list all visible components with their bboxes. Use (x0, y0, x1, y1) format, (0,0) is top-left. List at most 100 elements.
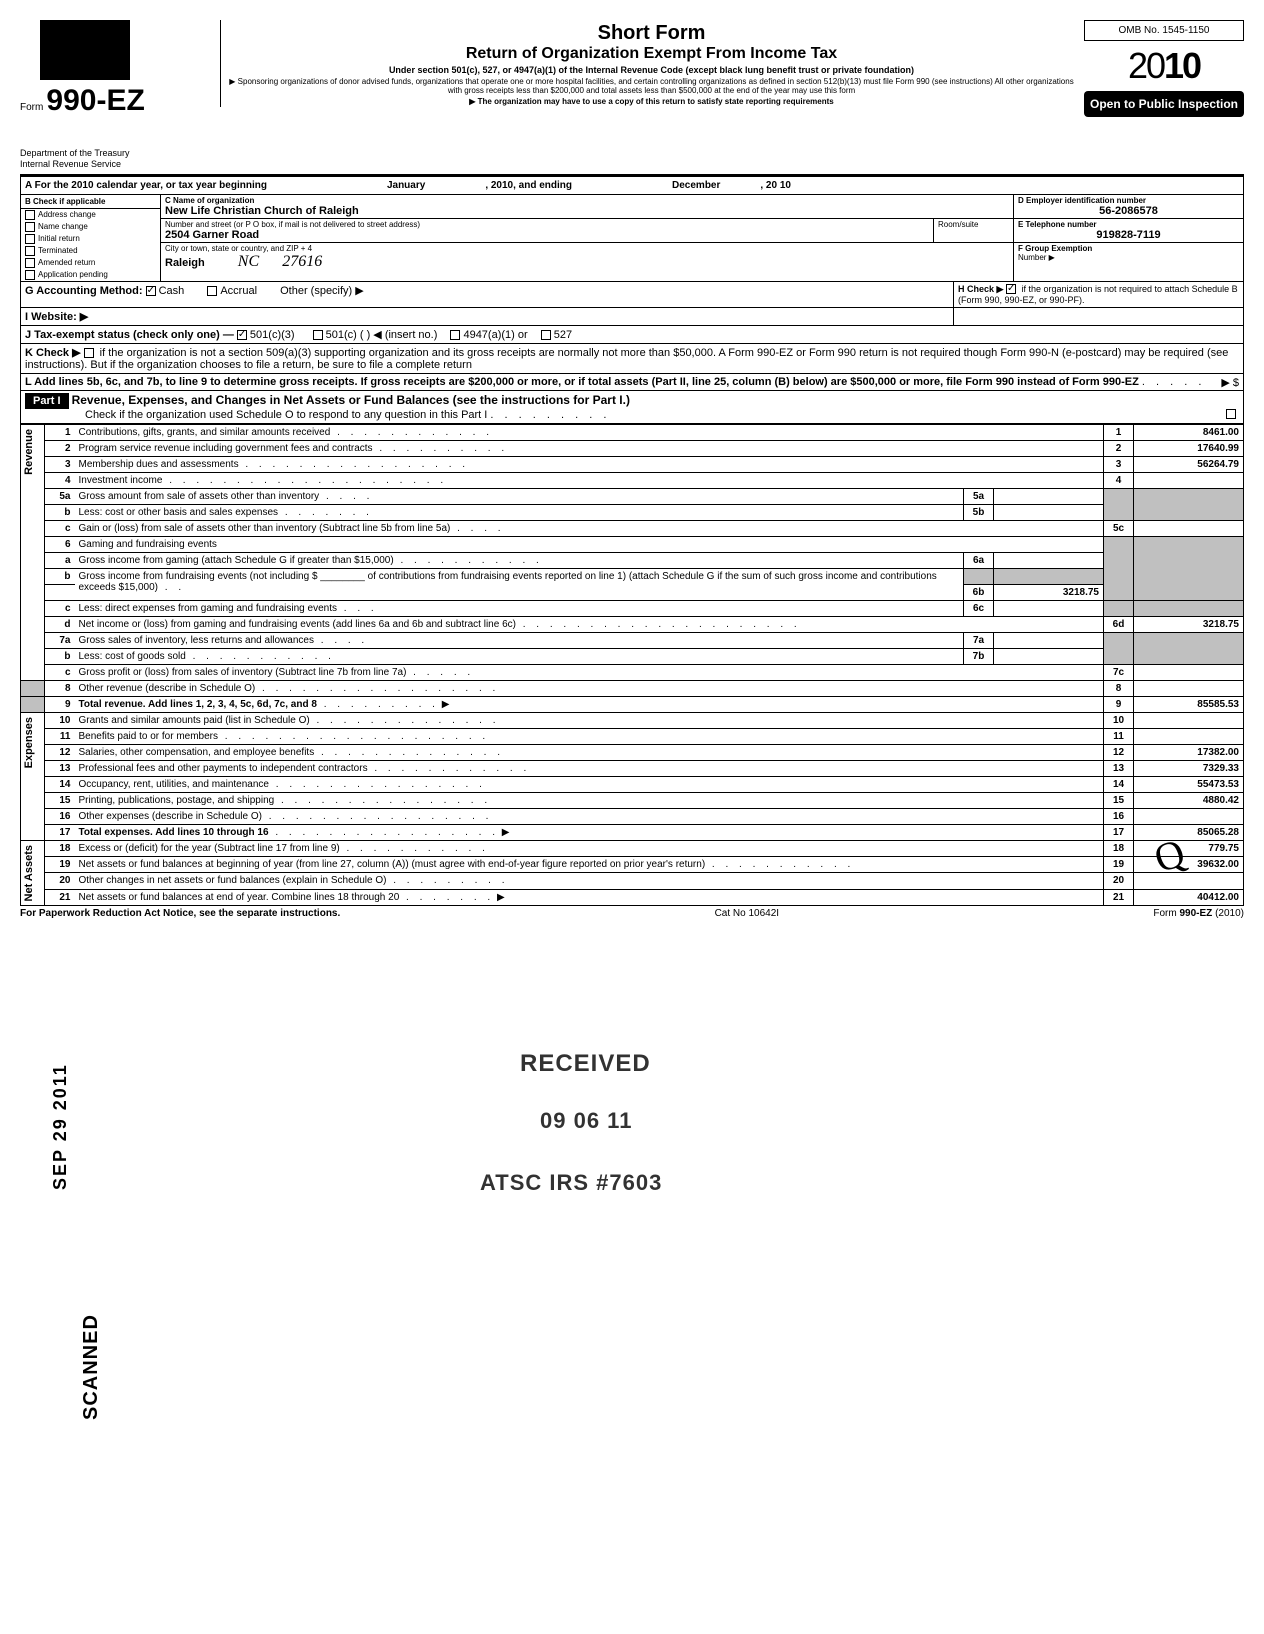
org-zip: 27616 (282, 253, 322, 270)
line-e-label: E Telephone number (1018, 220, 1239, 229)
org-name: New Life Christian Church of Raleigh (165, 205, 1009, 217)
line-7b-label: Less: cost of goods sold (79, 651, 186, 662)
cb-527[interactable] (541, 330, 551, 340)
line-j-label: J Tax-exempt status (check only one) — (25, 329, 234, 341)
line-17-label: Total expenses. Add lines 10 through 16 (79, 827, 269, 838)
part1-table: Revenue 1Contributions, gifts, grants, a… (20, 424, 1244, 906)
form-number: 990-EZ (46, 84, 144, 117)
cb-h[interactable] (1006, 284, 1016, 294)
addr-label: Number and street (or P O box, if mail i… (165, 220, 929, 229)
line-19-label: Net assets or fund balances at beginning… (79, 859, 706, 870)
cb-name-change[interactable]: Name change (21, 221, 160, 233)
netassets-label: Net Assets (21, 841, 37, 905)
line-14-label: Occupancy, rent, utilities, and maintena… (79, 779, 269, 790)
line-l-arrow: ▶ $ (1221, 376, 1239, 389)
city-label: City or town, state or country, and ZIP … (165, 244, 1009, 253)
part1-header: Part I (25, 393, 69, 409)
title-main: Short Form (229, 22, 1074, 45)
scanned-stamp: SCANNED (80, 1314, 103, 1420)
cb-pending[interactable]: Application pending (21, 269, 160, 281)
form-container: Form 990-EZ Department of the Treasury I… (20, 20, 1244, 919)
header-right: OMB No. 1545-1150 2010 Open to Public In… (1084, 20, 1244, 117)
line-20-label: Other changes in net assets or fund bala… (79, 875, 387, 886)
cb-k[interactable] (84, 348, 94, 358)
line-1-amt: 8461.00 (1134, 424, 1244, 440)
line-a-mid: , 2010, and ending (485, 180, 572, 191)
cb-address-change[interactable]: Address change (21, 209, 160, 221)
sponsor-note: ▶ Sponsoring organizations of donor advi… (229, 77, 1074, 95)
line-6a-label: Gross income from gaming (attach Schedul… (79, 555, 394, 566)
received-stamp: RECEIVED (520, 1050, 651, 1078)
line-9-label: Total revenue. Add lines 1, 2, 3, 4, 5c,… (79, 699, 317, 710)
line-a-month1: January (387, 180, 425, 191)
line-15-amt: 4880.42 (1134, 792, 1244, 808)
ein: 56-2086578 (1018, 205, 1239, 217)
line-1-label: Contributions, gifts, grants, and simila… (79, 427, 331, 438)
room-label: Room/suite (933, 219, 1013, 242)
part1-header-row: Part I Revenue, Expenses, and Changes in… (20, 391, 1244, 424)
cb-4947[interactable] (450, 330, 460, 340)
cb-schedule-o[interactable] (1226, 409, 1236, 419)
line-21-label: Net assets or fund balances at end of ye… (79, 892, 400, 903)
line-12-amt: 17382.00 (1134, 744, 1244, 760)
line-d-label: D Employer identification number (1018, 196, 1239, 205)
line-c-label: C Name of organization (165, 196, 1009, 205)
cb-amended[interactable]: Amended return (21, 257, 160, 269)
line-12-label: Salaries, other compensation, and employ… (79, 747, 315, 758)
header-left: Form 990-EZ Department of the Treasury I… (20, 20, 210, 170)
footer: For Paperwork Reduction Act Notice, see … (20, 906, 1244, 919)
line-h-label: H Check ▶ (958, 284, 1003, 294)
irs-stamp: ATSC IRS #7603 (480, 1170, 662, 1196)
org-address: 2504 Garner Road (165, 229, 929, 241)
line-7c-label: Gross profit or (loss) from sales of inv… (79, 667, 407, 678)
line-a-month2: December (672, 180, 720, 191)
line-a-label: A For the 2010 calendar year, or tax yea… (25, 180, 267, 191)
cb-cash[interactable] (146, 286, 156, 296)
line-l-text: L Add lines 5b, 6c, and 7b, to line 9 to… (25, 376, 1139, 388)
footer-right: Form 990-EZ (2010) (1153, 908, 1244, 919)
revenue-label: Revenue (21, 425, 37, 479)
line-14-amt: 55473.53 (1134, 776, 1244, 792)
cb-terminated[interactable]: Terminated (21, 245, 160, 257)
title-sub: Return of Organization Exempt From Incom… (229, 45, 1074, 63)
line-13-label: Professional fees and other payments to … (79, 763, 368, 774)
form-prefix: Form (20, 102, 43, 113)
line-6d-amt: 3218.75 (1134, 616, 1244, 632)
header: Form 990-EZ Department of the Treasury I… (20, 20, 1244, 170)
line-3-amt: 56264.79 (1134, 456, 1244, 472)
line-6c-label: Less: direct expenses from gaming and fu… (79, 603, 337, 614)
line-13-amt: 7329.33 (1134, 760, 1244, 776)
line-3-label: Membership dues and assessments (79, 459, 239, 470)
cb-501c[interactable] (313, 330, 323, 340)
line-k-text: if the organization is not a section 509… (25, 347, 1228, 371)
part1-subtitle: Check if the organization used Schedule … (85, 409, 487, 421)
line-7a-label: Gross sales of inventory, less returns a… (79, 635, 314, 646)
department: Department of the Treasury Internal Reve… (20, 148, 210, 170)
tax-year: 2010 (1084, 41, 1244, 91)
omb-number: OMB No. 1545-1150 (1084, 20, 1244, 41)
expenses-label: Expenses (21, 713, 37, 772)
inspection-box: Open to Public Inspection (1084, 91, 1244, 117)
cb-initial-return[interactable]: Initial return (21, 233, 160, 245)
entity-section: A For the 2010 calendar year, or tax yea… (20, 176, 1244, 391)
line-6b-amt: 3218.75 (994, 584, 1104, 600)
header-center: Short Form Return of Organization Exempt… (220, 20, 1074, 107)
line-21-amt: 40412.00 (1134, 889, 1244, 905)
line-6-label: Gaming and fundraising events (75, 536, 1104, 552)
line-9-amt: 85585.53 (1134, 696, 1244, 712)
line-a-end: , 20 10 (760, 180, 791, 191)
line-8-label: Other revenue (describe in Schedule O) (79, 683, 256, 694)
line-5b-label: Less: cost or other basis and sales expe… (79, 507, 279, 518)
footer-mid: Cat No 10642I (715, 908, 780, 919)
other-specify: Other (specify) ▶ (280, 285, 364, 297)
line-6d-label: Net income or (loss) from gaming and fun… (79, 619, 516, 630)
footer-left: For Paperwork Reduction Act Notice, see … (20, 908, 340, 919)
phone: 919828-7119 (1018, 229, 1239, 241)
line-6b-label: Gross income from fundraising events (no… (79, 571, 318, 582)
cb-501c3[interactable] (237, 330, 247, 340)
line-5c-label: Gain or (loss) from sale of assets other… (79, 523, 451, 534)
cb-accrual[interactable] (207, 286, 217, 296)
line-2-amt: 17640.99 (1134, 440, 1244, 456)
line-11-label: Benefits paid to or for members (79, 731, 219, 742)
line-k-label: K Check ▶ (25, 347, 81, 359)
